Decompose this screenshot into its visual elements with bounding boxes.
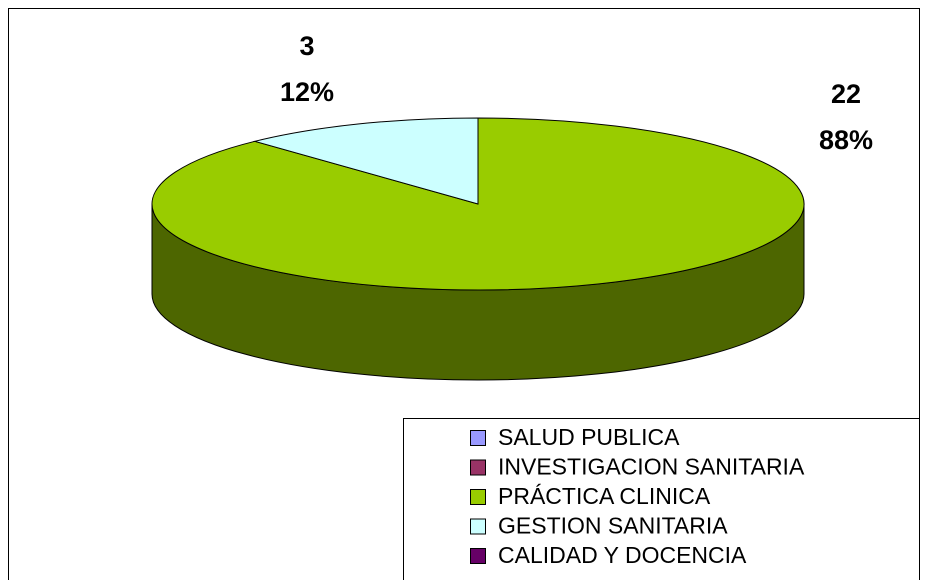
data-label: 3 — [299, 31, 314, 61]
legend-swatch — [470, 518, 486, 535]
legend-label: CALIDAD Y DOCENCIA — [498, 542, 747, 568]
legend-label: SALUD PUBLICA — [498, 424, 680, 450]
pie — [151, 117, 805, 381]
legend-box — [403, 418, 920, 580]
legend-label: GESTION SANITARIA — [498, 513, 728, 539]
legend-swatch — [470, 430, 486, 446]
data-label: 22 — [831, 79, 861, 109]
legend-swatch — [470, 489, 486, 505]
legend-swatch — [470, 459, 486, 476]
legend-label: PRÁCTICA CLINICA — [498, 483, 711, 509]
data-label: 12% — [280, 77, 334, 107]
legend-label: INVESTIGACION SANITARIA — [498, 454, 805, 480]
slice — [252, 117, 479, 205]
legend-swatch — [470, 548, 486, 564]
data-label: 88% — [819, 125, 873, 155]
